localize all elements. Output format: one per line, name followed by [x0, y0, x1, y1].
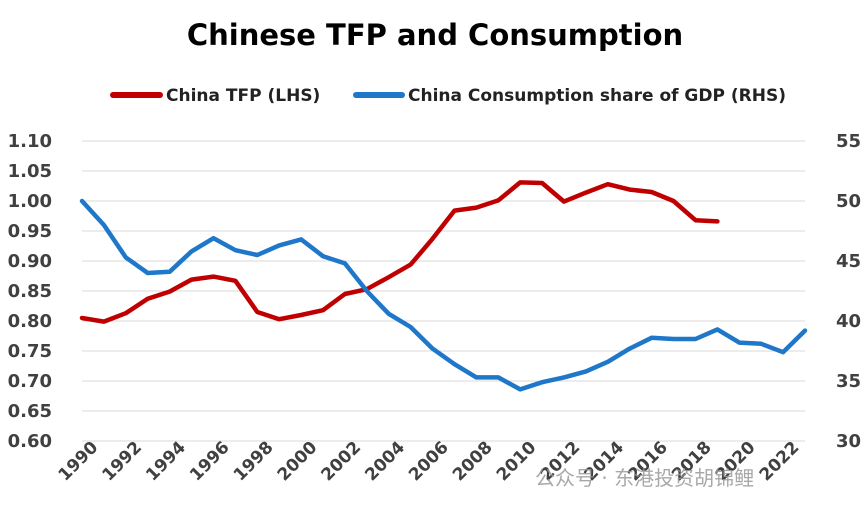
series-line-tfp: [79, 180, 720, 324]
left-y-tick-label: 0.60: [8, 431, 52, 452]
chart-title: Chinese TFP and Consumption: [187, 18, 683, 52]
x-tick-label: 2010: [493, 438, 541, 486]
right-y-tick-label: 45: [836, 251, 861, 272]
watermark-text: 公众号 · 东港投资胡锦鲤: [535, 466, 754, 490]
left-y-tick-label: 1.05: [8, 161, 52, 182]
left-y-axis: 1.10 1.05 1.00 0.95 0.90 0.85 0.80 0.75 0.70 0.65…: [8, 131, 52, 452]
x-tick-label: 2006: [405, 438, 453, 486]
legend: China TFP (LHS) China Consumption share …: [110, 86, 786, 106]
x-tick-label: 2004: [361, 438, 409, 486]
x-tick-label: 2008: [449, 438, 497, 486]
right-y-axis: 55 50 45 40 35 30: [836, 131, 861, 452]
left-y-tick-label: 1.00: [8, 191, 52, 212]
left-y-tick-label: 0.75: [8, 341, 52, 362]
right-y-tick-label: 30: [836, 431, 861, 452]
right-y-tick-label: 55: [836, 131, 861, 152]
right-y-tick-label: 50: [836, 191, 861, 212]
x-tick-label: 1996: [186, 438, 234, 486]
x-tick-label: 2022: [756, 438, 804, 486]
right-y-tick-label: 40: [836, 311, 861, 332]
left-y-tick-label: 0.85: [8, 281, 52, 302]
x-tick-label: 1990: [55, 438, 103, 486]
left-y-tick-label: 1.10: [8, 131, 52, 152]
left-y-tick-label: 0.70: [8, 371, 52, 392]
gridlines: [82, 140, 805, 442]
x-tick-label: 2002: [318, 438, 366, 486]
series-line-consumption: [79, 198, 808, 392]
x-tick-label: 1994: [142, 438, 190, 486]
right-y-tick-label: 35: [836, 371, 861, 392]
x-tick-label: 2000: [274, 438, 322, 486]
left-y-tick-label: 0.90: [8, 251, 52, 272]
left-y-tick-label: 0.65: [8, 401, 52, 422]
x-tick-label: 1992: [98, 438, 146, 486]
left-y-tick-label: 0.80: [8, 311, 52, 332]
left-y-tick-label: 0.95: [8, 221, 52, 242]
x-tick-label: 1998: [230, 438, 278, 486]
legend-label-tfp: China TFP (LHS): [166, 86, 320, 106]
series-lines: [79, 180, 808, 392]
legend-label-consumption: China Consumption share of GDP (RHS): [408, 86, 786, 106]
